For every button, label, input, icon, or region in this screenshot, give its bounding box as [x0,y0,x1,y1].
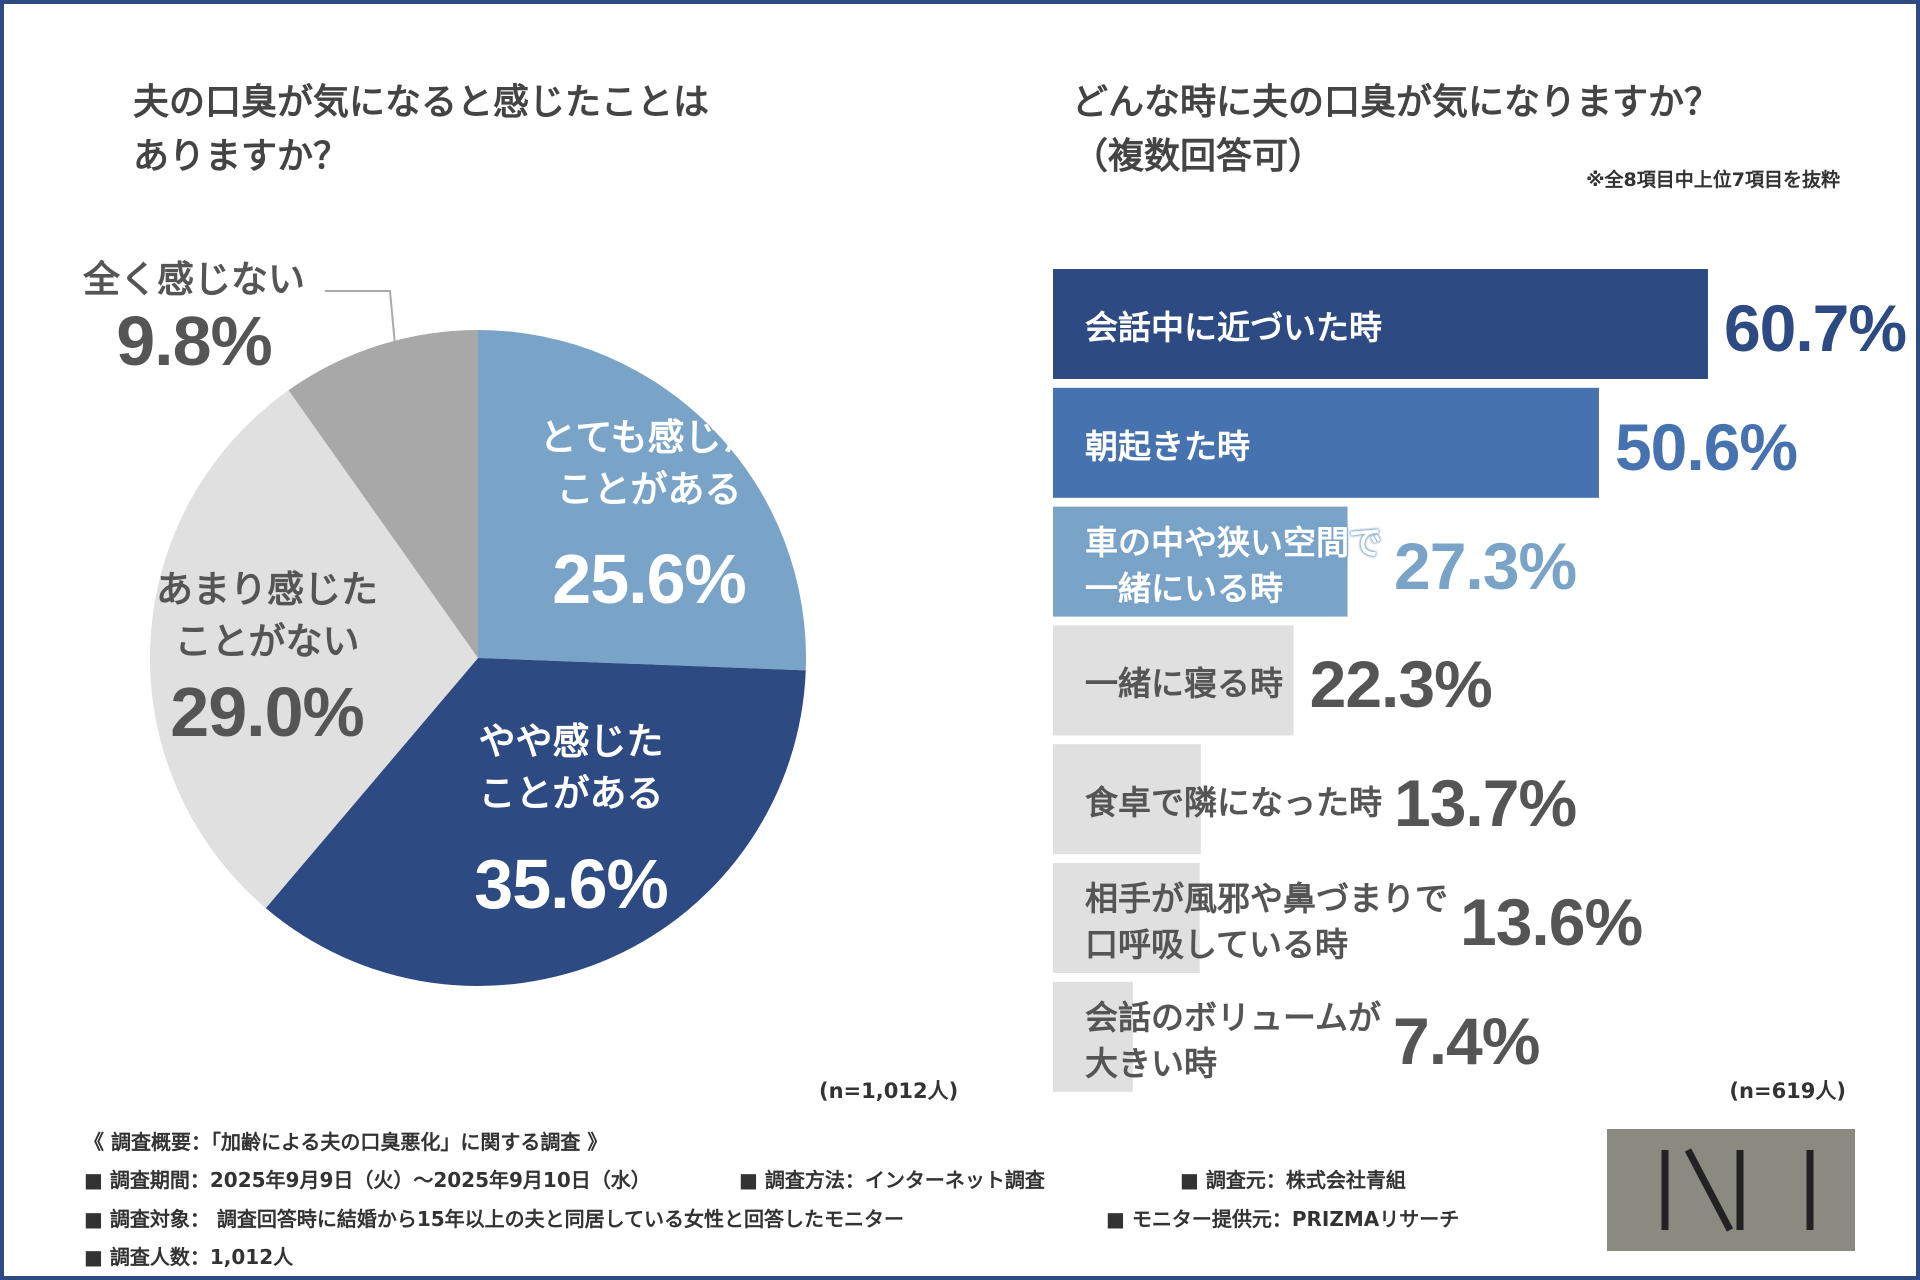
bar-title: どんな時に夫の口臭が気になりますか？ （複数回答可） [1072,82,1721,177]
bar [1053,269,1708,379]
bar [1053,506,1348,617]
bar-value: 13.6% [1460,885,1643,959]
footer-line: ■ モニター提供元：PRIZMAリサーチ [1106,1207,1460,1231]
logo [1607,1129,1855,1251]
logo-mark [1661,1148,1814,1232]
slice-label: あまり感じた ことがない [156,568,378,663]
footer-line: ■ 調査対象： 調査回答時に結婚から15年以上の夫と同居している女性と回答したモ… [84,1207,905,1231]
bar [1053,863,1200,973]
slice-value: 25.6% [552,540,746,618]
pie-title: 夫の口臭が気になると感じたことは ありますか？ [133,82,710,177]
bar-label: 車の中や狭い空間で 一緒にいる時 [1085,522,1382,608]
slice-value: 35.6% [474,845,668,923]
bar-value: 13.7% [1394,766,1577,841]
bar [1053,387,1599,498]
pie-slice [150,390,479,909]
bar [1053,744,1201,855]
footer-line: ■ 調査方法：インターネット調査 [739,1168,1045,1192]
pie-slice [265,658,806,986]
bar-label: 相手が風邪や鼻づまりで 口呼吸している時 [1085,878,1448,964]
bar-value: 60.7% [1723,291,1907,365]
bar-label: 会話のボリュームが 大きい時 [1085,997,1382,1083]
bar-value: 50.6% [1614,409,1798,484]
bar-note: (n=619人) [1729,1079,1846,1103]
bar-value: 27.3% [1394,528,1577,603]
pie-slice [288,330,478,658]
bar-label: 朝起きた時 [1085,426,1250,466]
slice-label: やや感じた ことがある [478,720,664,815]
footer-line: ■ 調査期間：2025年9月9日（火）～2025年9月10日（水） [84,1168,651,1192]
bar-label: 一緒に寝る時 [1085,664,1283,704]
bar [1053,625,1294,736]
footer-line: 《 調査概要：「加齢による夫の口臭悪化」に関する調査 》 [84,1130,608,1154]
slice-label: 全く感じない [83,258,305,301]
bar-value: 22.3% [1309,647,1493,722]
pie-note: (n=1,012人) [819,1079,959,1103]
bar-value: 7.4% [1393,1003,1540,1078]
leader-line [325,290,396,346]
slice-value: 29.0% [170,673,364,751]
footer-line: ■ 調査元：株式会社青組 [1180,1168,1406,1192]
bar [1053,981,1133,1092]
footer-line: ■ 調査人数：1,012人 [84,1245,294,1269]
bar-label: 食卓で隣になった時 [1085,783,1382,823]
bar-label: 会話中に近づいた時 [1085,307,1382,347]
bar-subtitle: ※全8項目中上位7項目を抜粋 [1586,169,1840,191]
slice-value: 9.8% [116,302,273,380]
pie-slice [478,330,806,671]
slice-label: とても感じた ことがある [539,416,759,511]
